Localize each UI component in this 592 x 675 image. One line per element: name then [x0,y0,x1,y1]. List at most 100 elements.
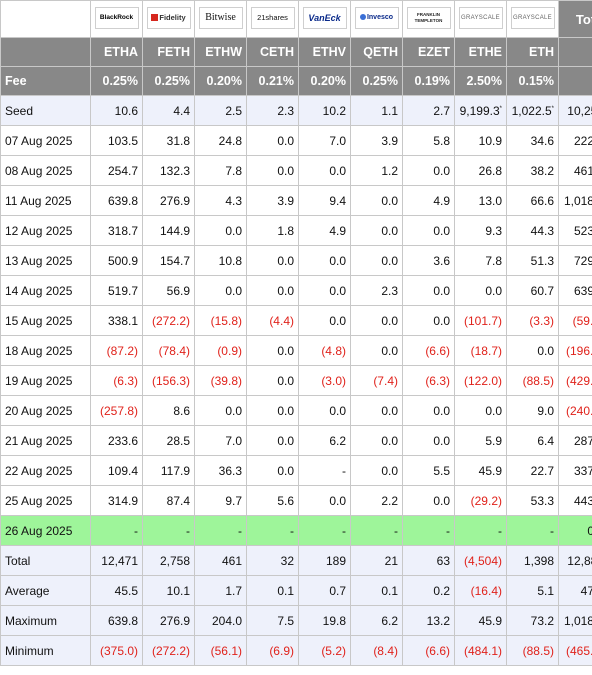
flow-value: (5.2) [321,643,346,658]
flow-value: 0.0 [537,343,554,358]
flow-value: 0.0 [381,433,398,448]
flow-value: 0.0 [381,463,398,478]
row-label: Total [0,545,91,576]
flow-cell: 5.8 [402,125,455,156]
flow-value: 7.8 [225,163,242,178]
flow-value: 0.0 [225,283,242,298]
flow-value: 13.2 [426,613,450,628]
flow-cell: 8.6 [142,395,195,426]
issuer-logo-cell: GRAYSCALE [506,0,559,38]
flow-value: - [342,463,346,478]
summary-row: Minimum (375.0) (272.2) (56.1) (6.9) (5.2) (8.… [0,635,592,666]
flow-value: 2.7 [433,103,450,118]
row-label: Maximum [0,605,91,636]
flow-value: 0.0 [329,253,346,268]
flow-value: 73.2 [530,613,554,628]
flow-cell: 56.9 [142,275,195,306]
flow-value: 729.1 [573,253,592,268]
fee-cell: 0.25% [90,66,143,96]
flow-value: (484.1) [463,643,502,658]
invesco-logo: Invesco [354,6,399,29]
flow-cell: 0.0 [350,245,403,276]
flow-value: (156.3) [151,373,190,388]
flow-cell: 254.7 [90,155,143,186]
row-label: 13 Aug 2025 [0,245,91,276]
flow-value: 1,018.8 [563,613,592,628]
flow-value: 44.3 [530,223,554,238]
flow-cell: 45.9 [454,605,507,636]
flow-value: 2.3 [381,283,398,298]
total-flow-cell: 461.0 [558,155,592,186]
flow-cell: 103.5 [90,125,143,156]
flow-cell: 0.0 [402,275,455,306]
flow-value: 639.8 [107,613,138,628]
flow-cell: 0.0 [246,125,299,156]
flow-value: (257.8) [99,403,138,418]
flow-value: 0.0 [277,163,294,178]
flow-cell: 13.0 [454,185,507,216]
flow-value: (6.9) [269,643,294,658]
flow-cell: 0.0 [402,305,455,336]
flow-cell: 639.8 [90,605,143,636]
flow-cell: 10.9 [454,125,507,156]
flow-value: 0.0 [277,433,294,448]
fee-cell: 0.25% [142,66,195,96]
flow-value: 233.6 [107,433,138,448]
total-flow-cell: 337.7 [558,455,592,486]
flow-value: 13.0 [478,193,502,208]
flow-value: 0.0 [329,313,346,328]
flow-cell: 4.9 [298,215,351,246]
row-label: 26 Aug 2025 [0,515,91,546]
grayscale-logo: GRAYSCALE [458,6,503,29]
flow-cell: 73.2 [506,605,559,636]
total-flow-cell: (240.2) [558,395,592,426]
flow-cell: (18.7) [454,335,507,366]
flow-cell: 0.0 [298,485,351,516]
flow-value: 0.0 [381,403,398,418]
flow-cell: 66.6 [506,185,559,216]
flow-value: 8.6 [173,403,190,418]
flow-value: - [550,523,554,538]
flow-value: 0.0 [329,403,346,418]
flow-value: 7.0 [329,133,346,148]
flow-value: 10,255 [567,103,592,118]
flow-cell: 0.0 [350,425,403,456]
issuer-logo-cell: Bitwise [194,0,247,38]
flow-value: 1,398 [523,553,554,568]
flow-value: 523.9 [573,223,592,238]
fee-cell: 0.21% [246,66,299,96]
fidelity-logo: Fidelity [146,6,191,29]
flow-value: 24.8 [218,133,242,148]
flow-cell: (8.4) [350,635,403,666]
flow-value: 0.0 [329,163,346,178]
flow-cell: 189 [298,545,351,576]
flow-cell: 2.7 [402,95,455,126]
flow-value: 66.6 [530,193,554,208]
seed-footnote-marker: * [499,105,502,112]
flow-value: 60.7 [530,283,554,298]
flow-cell: 117.9 [142,455,195,486]
total-flow-cell: 443.9 [558,485,592,516]
flow-value: 32 [280,553,294,568]
flow-cell: 0.0 [350,305,403,336]
flow-value: 1.8 [277,223,294,238]
flow-value: 0.0 [587,524,592,538]
flow-value: 0.0 [225,403,242,418]
issuer-logo-cell: Fidelity [142,0,195,38]
flow-cell: 9.7 [194,485,247,516]
flow-cell: 5.5 [402,455,455,486]
fee-cell: 0.20% [298,66,351,96]
fee-cell: 0.15% [506,66,559,96]
flow-cell: (0.9) [194,335,247,366]
row-label: 25 Aug 2025 [0,485,91,516]
total-flow-cell: 47.0 [558,575,592,606]
flow-cell: 2.5 [194,95,247,126]
flow-cell: 1.8 [246,215,299,246]
flow-value: 0.0 [485,283,502,298]
flow-cell: 7.8 [194,155,247,186]
daily-flow-row: 20 Aug 2025 (257.8) 8.6 0.0 0.0 0.0 0.0 0.0 0.0 9… [0,395,592,426]
flow-cell: 0.0 [246,425,299,456]
flow-cell: (4.4) [246,305,299,336]
flow-cell: 0.0 [246,455,299,486]
total-flow-cell: 729.1 [558,245,592,276]
